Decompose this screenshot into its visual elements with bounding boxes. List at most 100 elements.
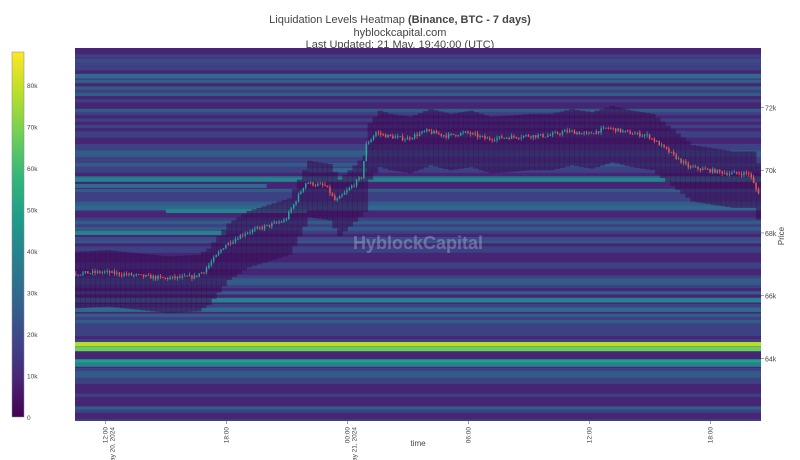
- heatmap-row: [75, 387, 761, 391]
- heatmap-row: [75, 192, 761, 196]
- candle-body: [101, 272, 104, 273]
- heatmap-row: [75, 265, 761, 270]
- candle-body: [193, 275, 196, 279]
- candle-body: [694, 166, 697, 168]
- candle-body: [445, 135, 447, 138]
- cleared-zone: [135, 253, 142, 310]
- cleared-zone: [312, 161, 318, 219]
- candle-body: [152, 276, 154, 279]
- heatmap-row: [75, 403, 761, 407]
- candle-body: [181, 276, 184, 278]
- candle-body: [404, 139, 406, 141]
- candle-body: [687, 163, 690, 168]
- candle-body: [435, 130, 438, 134]
- candle-body: [79, 274, 82, 276]
- y-axis-label: Price: [777, 226, 786, 245]
- cleared-zone: [100, 250, 106, 307]
- candle-body: [627, 130, 629, 132]
- heatmap-row: [75, 182, 761, 186]
- candle-body: [702, 168, 704, 170]
- candle-body: [380, 132, 382, 135]
- candle-body: [464, 131, 467, 133]
- candle-body: [164, 277, 167, 279]
- x-tick-label: 12:00: [587, 427, 594, 444]
- cleared-zone: [604, 107, 611, 164]
- x-tick-label: 18:00: [708, 427, 715, 444]
- cleared-zone: [317, 162, 323, 219]
- cleared-zone: [589, 112, 596, 169]
- candle-body: [239, 235, 242, 240]
- candle-body: [215, 254, 217, 258]
- candle-body: [549, 135, 552, 136]
- candle-body: [363, 161, 365, 179]
- candle-body: [532, 135, 535, 138]
- cleared-zone: [175, 255, 182, 313]
- heatmap-row: [75, 416, 761, 420]
- cleared-zone: [690, 145, 696, 202]
- candle-body: [96, 271, 99, 273]
- x-tick-label: 00:00: [344, 427, 351, 444]
- candle-body: [498, 136, 501, 138]
- candle-body: [217, 252, 220, 255]
- heatmap-row: [75, 217, 761, 222]
- cleared-zone: [160, 255, 167, 313]
- candle-body: [411, 138, 414, 139]
- candle-body: [561, 131, 564, 135]
- cleared-zone: [443, 112, 449, 170]
- chart-title-bold: (Binance, BTC - 7 days): [407, 14, 531, 26]
- heatmap-row: [75, 268, 761, 273]
- cleared-zone: [236, 217, 242, 274]
- cleared-zone: [372, 116, 379, 174]
- candle-body: [542, 134, 544, 138]
- candle-body: [266, 224, 268, 226]
- cleared-zone: [296, 179, 303, 237]
- watermark: HyblockCapital: [353, 233, 483, 253]
- candle-body: [275, 222, 278, 224]
- heatmap-row: [75, 275, 761, 279]
- heatmap-row: [75, 89, 761, 94]
- candle-body: [108, 271, 111, 273]
- heatmap-row: [75, 67, 761, 71]
- heatmap-row: [75, 374, 761, 378]
- heatmap-row: [75, 412, 761, 417]
- cleared-zone: [191, 255, 197, 312]
- cleared-zone: [644, 113, 651, 170]
- heatmap-row: [75, 195, 761, 199]
- candle-body: [537, 135, 539, 138]
- candle-body: [251, 229, 254, 233]
- candle-body: [513, 135, 515, 138]
- cleared-zone: [206, 248, 212, 306]
- candle-body: [200, 272, 203, 274]
- heatmap-row: [75, 252, 761, 257]
- cleared-zone: [251, 209, 258, 266]
- candle-body: [501, 136, 503, 139]
- candle-body: [673, 151, 675, 155]
- candle-body: [123, 273, 125, 276]
- candle-body: [370, 139, 372, 143]
- cleared-zone: [140, 253, 147, 311]
- candle-body: [692, 166, 694, 168]
- candle-body: [658, 141, 661, 146]
- cleared-zone: [281, 200, 288, 257]
- candle-body: [544, 136, 547, 138]
- heatmap-row: [75, 198, 761, 202]
- candle-body: [360, 177, 363, 179]
- candle-body: [256, 227, 259, 229]
- candle-body: [682, 161, 685, 163]
- candle-body: [302, 187, 305, 192]
- colorbar-tick-label: 40k: [27, 249, 38, 256]
- candle-body: [481, 135, 484, 137]
- candle-body: [319, 183, 322, 185]
- colorbar-ticks: 0 10k 20k 30k 40k 50k 60k 70k 80k: [27, 83, 38, 422]
- candle-body: [176, 276, 179, 279]
- candle-body: [450, 133, 452, 135]
- liquidation-band: [75, 346, 761, 352]
- candle-body: [121, 274, 123, 276]
- cleared-zone: [539, 113, 545, 171]
- cleared-zone: [438, 111, 444, 168]
- heatmap-row: [75, 329, 761, 334]
- candle-body: [268, 224, 271, 227]
- heatmap-row: [75, 233, 761, 238]
